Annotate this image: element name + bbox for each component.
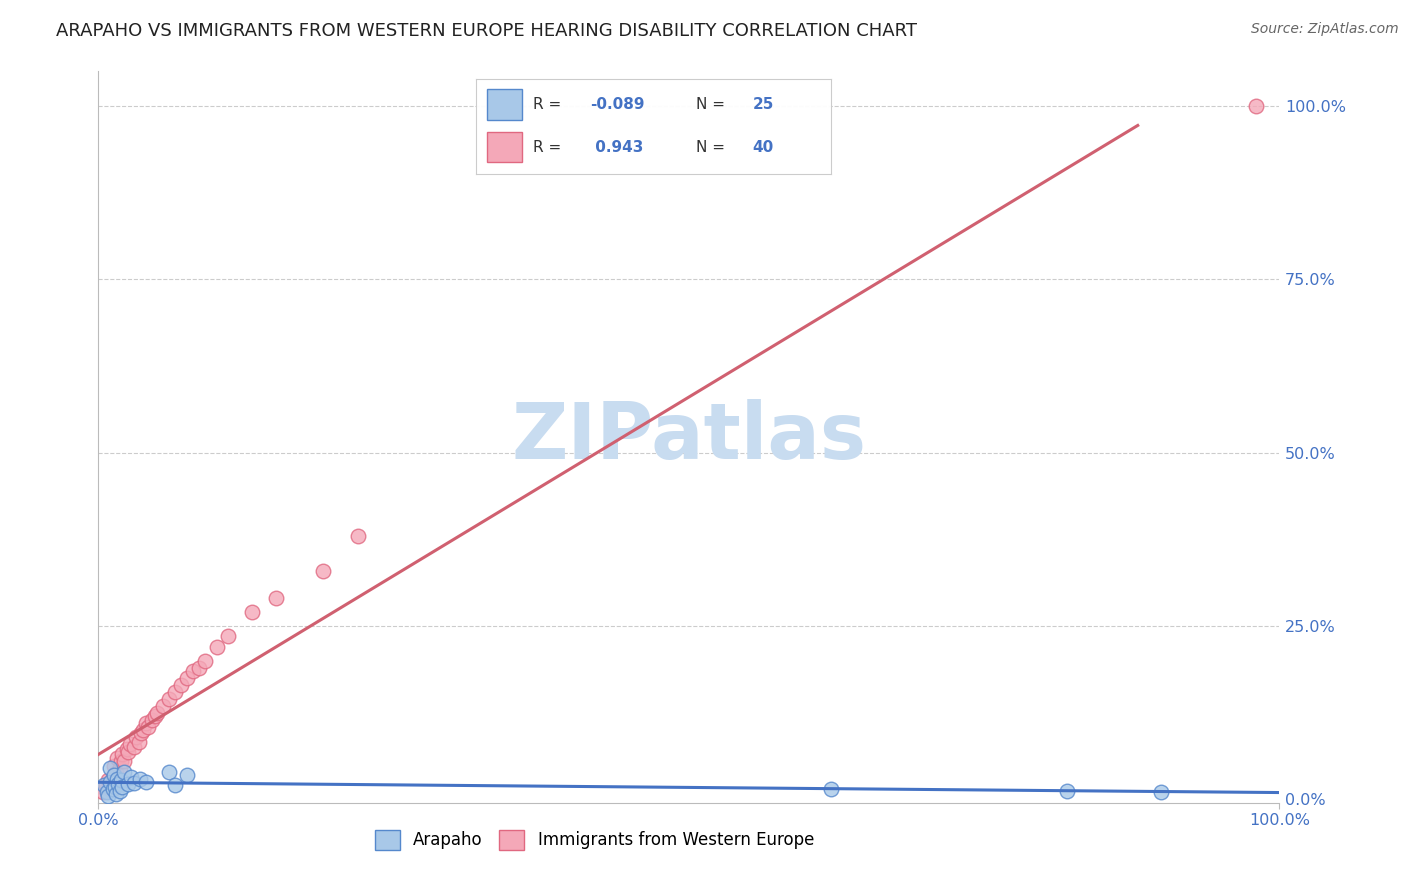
Point [176, 671, 198, 685]
Point [112, 764, 135, 779]
Point [115, 742, 138, 756]
Point [128, 772, 150, 786]
Point [312, 564, 335, 578]
Point [105, 766, 128, 780]
Point [97, 772, 120, 787]
Point [217, 629, 239, 643]
Point [129, 726, 152, 740]
Point [98, 781, 121, 796]
Point [820, 781, 842, 796]
Point [125, 730, 148, 744]
Point [96, 785, 118, 799]
Text: ARAPAHO VS IMMIGRANTS FROM WESTERN EUROPE HEARING DISABILITY CORRELATION CHART: ARAPAHO VS IMMIGRANTS FROM WESTERN EUROP… [56, 22, 917, 40]
Point [103, 768, 125, 782]
Text: ZIPatlas: ZIPatlas [512, 399, 866, 475]
Point [264, 591, 287, 606]
Point [152, 698, 174, 713]
Point [157, 691, 180, 706]
Point [1244, 99, 1267, 113]
Point [165, 685, 187, 699]
Point [98, 775, 121, 789]
Point [98, 761, 121, 775]
Point [240, 605, 263, 619]
Point [122, 775, 145, 789]
Point [194, 654, 217, 668]
Point [122, 740, 145, 755]
Point [132, 723, 155, 737]
Point [107, 777, 129, 791]
Point [141, 713, 163, 727]
Point [108, 761, 131, 775]
Point [117, 745, 139, 759]
Point [103, 759, 125, 773]
Point [135, 716, 157, 731]
Point [104, 780, 127, 794]
Point [136, 720, 159, 734]
Point [110, 754, 132, 768]
Point [146, 706, 169, 720]
Point [165, 779, 187, 793]
Point [111, 747, 134, 762]
Point [101, 770, 124, 784]
Point [105, 750, 128, 764]
Point [170, 678, 193, 692]
Point [157, 764, 180, 779]
Point [205, 640, 228, 654]
Point [108, 784, 131, 798]
Point [135, 775, 157, 789]
Point [181, 664, 204, 678]
Point [111, 780, 134, 794]
Text: Source: ZipAtlas.com: Source: ZipAtlas.com [1251, 22, 1399, 37]
Point [91, 785, 114, 799]
Point [347, 529, 370, 543]
Point [1150, 785, 1173, 799]
Legend: Arapaho, Immigrants from Western Europe: Arapaho, Immigrants from Western Europe [368, 823, 821, 856]
Point [117, 777, 139, 791]
Point [128, 735, 150, 749]
Point [112, 754, 135, 768]
Point [1056, 784, 1078, 798]
Point [101, 781, 124, 796]
Point [97, 789, 120, 803]
Point [94, 779, 117, 793]
Point [187, 660, 209, 674]
Point [176, 768, 198, 782]
Point [120, 737, 142, 751]
Point [143, 709, 166, 723]
Point [105, 787, 128, 801]
Point [105, 772, 128, 786]
Point [121, 770, 143, 784]
Point [93, 779, 115, 793]
Point [110, 772, 132, 787]
